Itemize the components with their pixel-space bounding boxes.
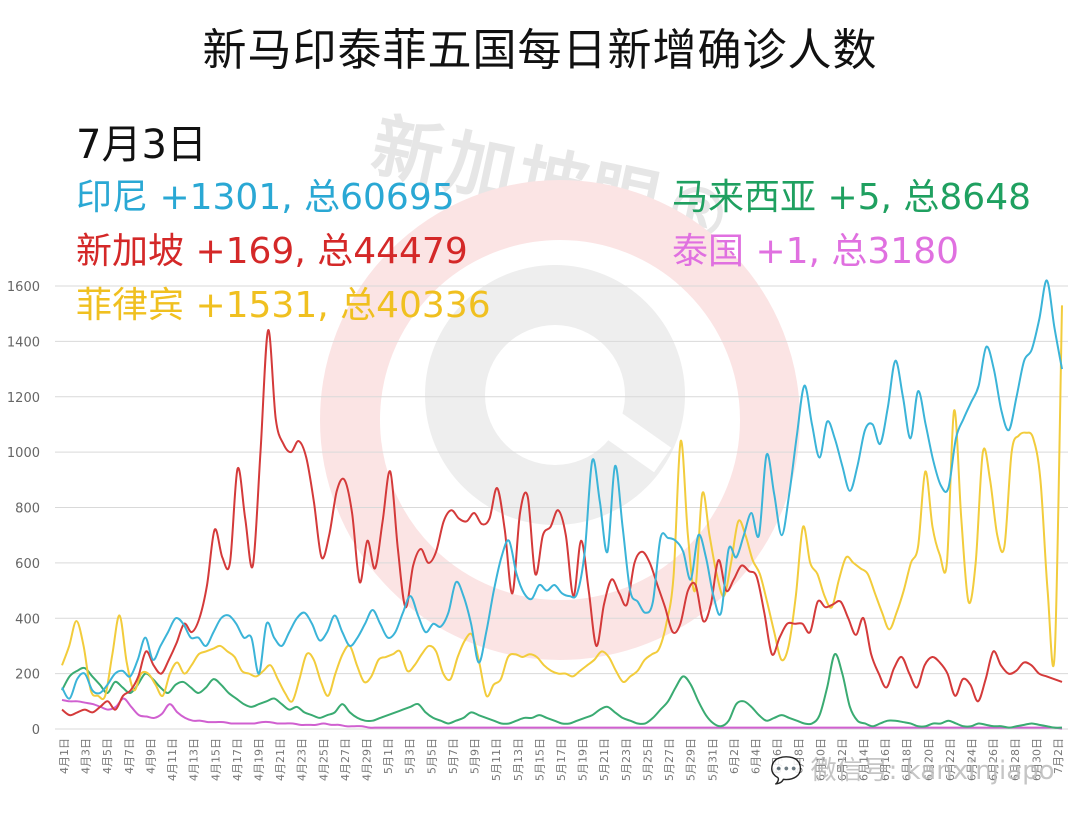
svg-text:4月15日: 4月15日 <box>209 738 222 781</box>
svg-text:4月27日: 4月27日 <box>339 738 352 781</box>
stat-4: 泰国 +1, 总3180 <box>672 231 960 272</box>
y-axis-ticks: 0 200 400 600 800 1000 1200 1400 1600 <box>7 280 40 738</box>
svg-text:5月23日: 5月23日 <box>620 738 633 781</box>
svg-text:5月25日: 5月25日 <box>641 738 654 781</box>
wechat-watermark: 💬 微信号: kanxinjiapo <box>770 750 1055 787</box>
svg-text:5月3日: 5月3日 <box>404 738 417 774</box>
svg-text:400: 400 <box>15 612 40 627</box>
stat-2: 菲律宾 +1531, 总40336 <box>76 285 491 326</box>
series-line-0 <box>61 279 1063 700</box>
svg-text:4月25日: 4月25日 <box>317 738 330 781</box>
svg-text:1400: 1400 <box>7 335 40 350</box>
svg-text:5月9日: 5月9日 <box>469 738 482 774</box>
svg-text:6月2日: 6月2日 <box>728 738 741 774</box>
svg-text:6月22日: 6月22日 <box>944 738 957 781</box>
stat-1: 新加坡 +169, 总44479 <box>76 231 468 272</box>
svg-text:5月5日: 5月5日 <box>425 738 438 774</box>
stat-0: 印尼 +1301, 总60695 <box>76 177 455 218</box>
svg-text:4月29日: 4月29日 <box>361 738 374 781</box>
svg-text:5月19日: 5月19日 <box>577 738 590 781</box>
svg-text:6月10日: 6月10日 <box>814 738 827 781</box>
svg-text:6月12日: 6月12日 <box>836 738 849 781</box>
svg-text:6月8日: 6月8日 <box>793 738 806 774</box>
series-line-1 <box>61 329 1063 717</box>
svg-text:7月2日: 7月2日 <box>1052 738 1065 774</box>
stat-3: 马来西亚 +5, 总8648 <box>672 177 1032 218</box>
chart-series-lines <box>61 279 1063 730</box>
svg-text:200: 200 <box>15 668 40 683</box>
wechat-id: 微信号: kanxinjiapo <box>810 756 1055 786</box>
svg-text:4月1日: 4月1日 <box>58 738 71 774</box>
svg-text:5月13日: 5月13日 <box>512 738 525 781</box>
svg-text:4月21日: 4月21日 <box>274 738 287 781</box>
svg-text:5月31日: 5月31日 <box>706 738 719 781</box>
svg-text:600: 600 <box>15 557 40 572</box>
svg-text:5月21日: 5月21日 <box>598 738 611 781</box>
svg-text:5月15日: 5月15日 <box>533 738 546 781</box>
wechat-icon: 💬 <box>770 756 803 786</box>
svg-text:6月14日: 6月14日 <box>858 738 871 781</box>
svg-text:4月7日: 4月7日 <box>123 738 136 774</box>
svg-text:1200: 1200 <box>7 391 40 406</box>
date-label: 7月3日 <box>76 122 207 168</box>
svg-text:5月1日: 5月1日 <box>382 738 395 774</box>
svg-text:4月3日: 4月3日 <box>80 738 93 774</box>
svg-text:4月19日: 4月19日 <box>252 738 265 781</box>
svg-text:6月30日: 6月30日 <box>1030 738 1043 781</box>
svg-text:4月13日: 4月13日 <box>188 738 201 781</box>
svg-text:5月29日: 5月29日 <box>685 738 698 781</box>
series-line-3 <box>61 653 1063 729</box>
svg-text:4月17日: 4月17日 <box>231 738 244 781</box>
svg-text:4月5日: 4月5日 <box>101 738 114 774</box>
series-line-2 <box>61 305 1063 703</box>
svg-text:6月26日: 6月26日 <box>987 738 1000 781</box>
svg-text:4月9日: 4月9日 <box>144 738 157 774</box>
svg-text:6月28日: 6月28日 <box>1009 738 1022 781</box>
svg-text:6月20日: 6月20日 <box>922 738 935 781</box>
svg-text:5月7日: 5月7日 <box>447 738 460 774</box>
chart-title: 新马印泰菲五国每日新增确诊人数 <box>202 25 878 76</box>
svg-text:6月18日: 6月18日 <box>901 738 914 781</box>
svg-text:0: 0 <box>32 723 40 738</box>
svg-text:5月27日: 5月27日 <box>663 738 676 781</box>
svg-text:6月6日: 6月6日 <box>771 738 784 774</box>
svg-text:6月24日: 6月24日 <box>966 738 979 781</box>
svg-text:6月4日: 6月4日 <box>749 738 762 774</box>
svg-text:5月11日: 5月11日 <box>490 738 503 781</box>
series-line-4 <box>61 697 1063 730</box>
x-axis-ticks: 4月1日 4月3日 4月5日 4月7日 4月9日 4月11日 4月13日 4月15日 4月17日… <box>58 738 1065 781</box>
svg-text:1600: 1600 <box>7 280 40 295</box>
watermark-logo-icon <box>320 180 800 660</box>
svg-text:4月11日: 4月11日 <box>166 738 179 781</box>
svg-text:5月17日: 5月17日 <box>555 738 568 781</box>
svg-text:1000: 1000 <box>7 446 40 461</box>
svg-text:6月16日: 6月16日 <box>879 738 892 781</box>
svg-text:800: 800 <box>15 502 40 517</box>
svg-text:4月23日: 4月23日 <box>296 738 309 781</box>
